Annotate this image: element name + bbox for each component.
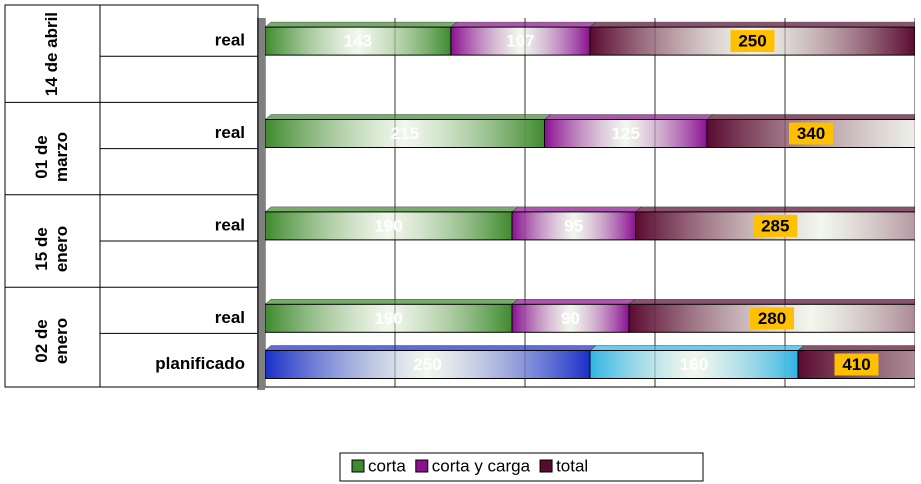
value-label-bg [753, 214, 798, 237]
value-label: 280 [758, 309, 786, 328]
value-label: 125 [612, 124, 640, 143]
bar-top [265, 206, 519, 213]
value-label-bg [789, 122, 833, 145]
value-label: 107 [506, 32, 534, 51]
category-label: real [215, 308, 245, 327]
value-label-bg [834, 353, 879, 376]
bar [265, 350, 591, 379]
bar-top [511, 299, 636, 305]
bar-top [628, 299, 915, 305]
bar-top [265, 299, 519, 305]
legend-swatch [351, 459, 365, 473]
bar-top [450, 21, 597, 28]
legend [339, 452, 704, 482]
value-label: 190 [374, 216, 402, 235]
label-frame [4, 4, 259, 388]
value-label: 250 [738, 32, 766, 51]
bar [265, 211, 513, 241]
value-label-bg [750, 307, 794, 330]
category-label: real [215, 123, 245, 142]
bar-top [797, 345, 915, 351]
bar [544, 119, 708, 148]
value-label: 285 [761, 216, 789, 235]
bar [450, 26, 591, 56]
legend-swatch [415, 459, 429, 473]
category-label: planificado [155, 354, 245, 373]
bar [265, 303, 513, 333]
value-label: 95 [564, 216, 583, 235]
legend-label: corta [368, 456, 406, 475]
bar-top [265, 21, 458, 28]
value-label: 190 [374, 309, 402, 328]
bar-top [589, 345, 805, 351]
legend-label: corta y carga [432, 456, 531, 475]
value-label: 215 [391, 124, 419, 143]
side-wall [257, 18, 265, 390]
bar-top [634, 206, 915, 213]
value-label: 143 [344, 32, 372, 51]
bar [265, 26, 452, 56]
bar [589, 350, 799, 379]
category-label: real [215, 31, 245, 50]
value-label: 90 [561, 309, 580, 328]
value-label: 340 [797, 124, 825, 143]
bar [511, 211, 636, 241]
group-label: 15 de enero [32, 225, 71, 273]
bar-top [706, 114, 915, 120]
value-label: 410 [842, 355, 870, 374]
bar [265, 119, 545, 148]
category-label: real [215, 215, 245, 234]
value-label-bg [730, 30, 775, 53]
bar-top [265, 114, 552, 120]
value-label: 160 [680, 355, 708, 374]
bar-top [511, 206, 643, 213]
legend-label: total [556, 456, 588, 475]
value-label: 250 [413, 355, 441, 374]
group-label: 02 de enero [32, 318, 71, 365]
bar-top [265, 345, 597, 351]
legend-swatch [539, 459, 553, 473]
group-label: 01 de marzo [32, 131, 71, 182]
bar-top [543, 114, 714, 120]
group-label: 14 de abril [42, 12, 61, 97]
bar-top [589, 21, 915, 28]
